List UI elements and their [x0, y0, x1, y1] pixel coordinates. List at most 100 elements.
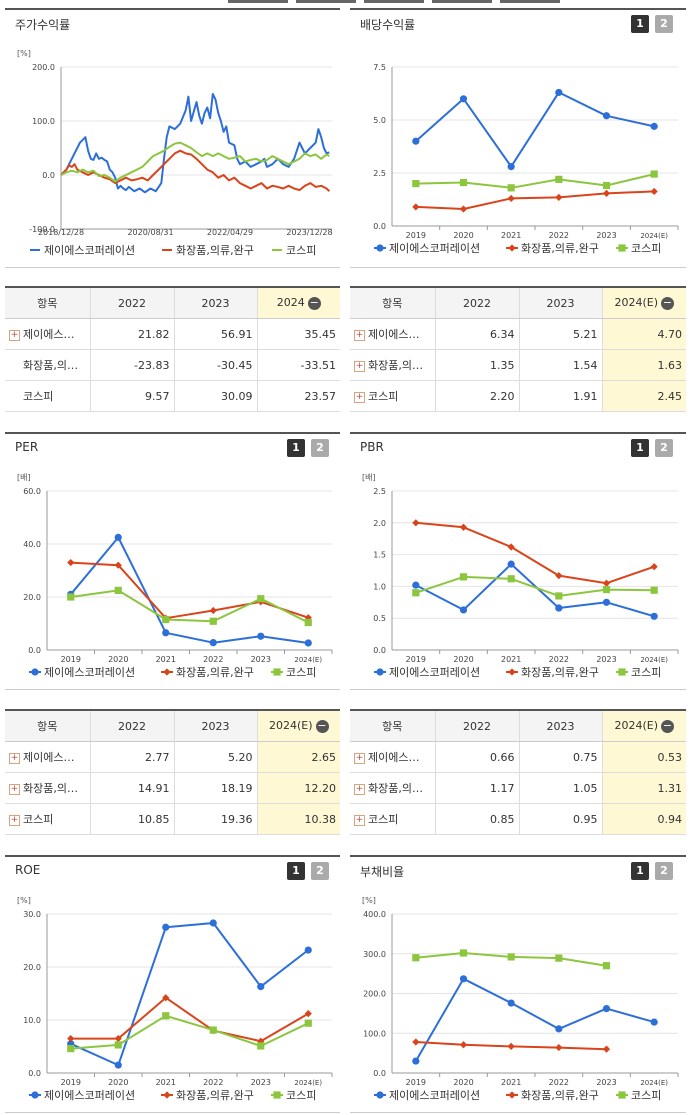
data-point: [459, 606, 468, 614]
page-1-button[interactable]: 1: [631, 439, 649, 457]
legend-label: 화장품,의류,완구: [176, 1089, 254, 1102]
collapse-icon[interactable]: −: [661, 295, 675, 310]
y-unit-label: [%]: [362, 896, 376, 905]
table-cell: 1.05: [518, 772, 602, 804]
data-point: [412, 954, 420, 962]
table-row: + 코스피 0.85 0.95 0.94: [350, 803, 686, 835]
table-cell: 56.91: [173, 318, 257, 350]
x-tick-label: 2019: [406, 231, 426, 240]
expand-icon[interactable]: +: [354, 360, 365, 372]
column-header-item: 항목: [350, 709, 435, 742]
header-label: 항목: [382, 720, 403, 733]
roe-chart: [%] 30.0 20.0 10.0 0.0 2019 2020 2021 2022 2023 20…: [17, 896, 333, 1102]
y-unit-label: [%]: [17, 49, 31, 58]
dividend-table: 항목 2022 2023 2024(E) − + 제이에스… 6.34 5.21 4.70 + 화장품…: [350, 286, 686, 412]
x-tick-label: 2019: [61, 655, 81, 664]
data-point: [304, 1019, 312, 1027]
column-header: 2023: [173, 286, 257, 319]
data-point: [114, 586, 122, 594]
x-tick-label: 2022: [203, 1078, 223, 1087]
column-header-item: 항목: [5, 709, 90, 742]
data-point: [507, 560, 515, 568]
series-line: [60, 141, 330, 183]
legend-label: 화장품,의류,완구: [521, 666, 599, 679]
data-point: [412, 1057, 420, 1065]
data-point: [602, 189, 611, 197]
table-cell: 6.34: [434, 318, 519, 350]
x-tick-label: 2021: [501, 231, 521, 240]
collapse-icon[interactable]: −: [315, 718, 329, 733]
table-cell: 1.91: [518, 380, 602, 412]
table-cell: 18.19: [173, 772, 257, 804]
panel-title: 배당수익률: [360, 18, 416, 32]
page-2-button[interactable]: 2: [655, 439, 673, 457]
row-label-text: 화장품,의…: [368, 359, 423, 372]
data-point: [304, 618, 312, 627]
row-label-text: 화장품,의…: [23, 782, 78, 795]
table-cell: 30.09: [173, 380, 257, 412]
page-2-button[interactable]: 2: [311, 439, 329, 457]
series-line: [60, 93, 330, 194]
expand-icon[interactable]: +: [9, 329, 20, 341]
collapse-icon[interactable]: −: [661, 718, 675, 733]
row-label-text: 화장품,의…: [368, 782, 423, 795]
page-2-button[interactable]: 2: [655, 15, 673, 33]
y-tick-label: 0.0: [28, 1069, 41, 1078]
data-point: [376, 1091, 384, 1099]
data-point: [257, 1042, 265, 1050]
y-tick-label: 200.0: [363, 990, 386, 999]
data-point: [602, 962, 611, 970]
column-header: 2022: [89, 709, 174, 742]
expand-icon[interactable]: +: [354, 329, 365, 341]
expand-icon[interactable]: +: [354, 752, 365, 764]
expand-icon[interactable]: +: [354, 814, 365, 826]
expand-icon[interactable]: +: [354, 783, 365, 795]
x-tick-label: 2024(E): [640, 1079, 668, 1087]
data-point: [114, 1061, 122, 1069]
legend-label: 제이에스코퍼레이션: [389, 1089, 480, 1102]
collapse-icon[interactable]: −: [307, 295, 321, 310]
expand-icon[interactable]: +: [9, 814, 20, 826]
expand-icon[interactable]: +: [9, 783, 20, 795]
per-table: 항목 2022 2023 2024(E) − + 제이에스… 2.77 5.20 2.65 + 화장품…: [5, 709, 340, 835]
x-tick-label: 2023: [596, 231, 616, 240]
data-point: [114, 1034, 122, 1043]
data-point: [163, 668, 171, 676]
legend-label: 제이에스코퍼레이션: [44, 666, 135, 679]
column-header: 2022: [434, 709, 519, 742]
page-2-button[interactable]: 2: [655, 862, 673, 880]
y-tick-label: 0.5: [373, 614, 386, 623]
per-chart: [배] 60.0 40.0 20.0 0.0 2019 2020 2021 2022 2023 20…: [17, 473, 333, 679]
y-tick-label: 20.0: [23, 593, 41, 602]
page-2-button[interactable]: 2: [311, 862, 329, 880]
page-1-button[interactable]: 1: [631, 15, 649, 33]
data-point: [508, 1091, 516, 1099]
x-tick-label: 2021: [501, 655, 521, 664]
y-tick-label: 0.0: [373, 222, 386, 231]
table-cell: 1.54: [518, 349, 602, 381]
series-line: [415, 521, 655, 585]
expand-icon[interactable]: +: [354, 391, 365, 403]
data-point: [162, 994, 170, 1002]
x-tick-label: 2022: [203, 655, 223, 664]
x-tick-label: 2023: [251, 655, 271, 664]
column-header: 2022: [434, 286, 519, 319]
table-row: + 제이에스… 6.34 5.21 4.70: [350, 318, 686, 350]
page-1-button[interactable]: 1: [287, 439, 305, 457]
x-tick-label: 2024(E): [294, 1079, 322, 1087]
page-1-button[interactable]: 1: [631, 862, 649, 880]
data-point: [459, 573, 468, 581]
data-point: [618, 1091, 626, 1099]
panel-pbr: PBR 1 2 [배] 2.5 2.0 1.5 1.0 0.5 0.0 2019 2020 202…: [350, 432, 686, 690]
series-line: [60, 149, 331, 192]
expand-icon[interactable]: +: [9, 752, 20, 764]
x-tick-label: 2020/08/31: [127, 228, 173, 237]
data-point: [618, 244, 626, 252]
legend-label: 화장품,의류,완구: [176, 244, 254, 257]
panel-title: PER: [15, 440, 39, 454]
page-1-button[interactable]: 1: [287, 862, 305, 880]
column-header: 2024(E) −: [256, 709, 340, 742]
data-point: [602, 598, 611, 606]
y-tick-label: 7.5: [373, 63, 386, 72]
data-point: [412, 137, 420, 145]
